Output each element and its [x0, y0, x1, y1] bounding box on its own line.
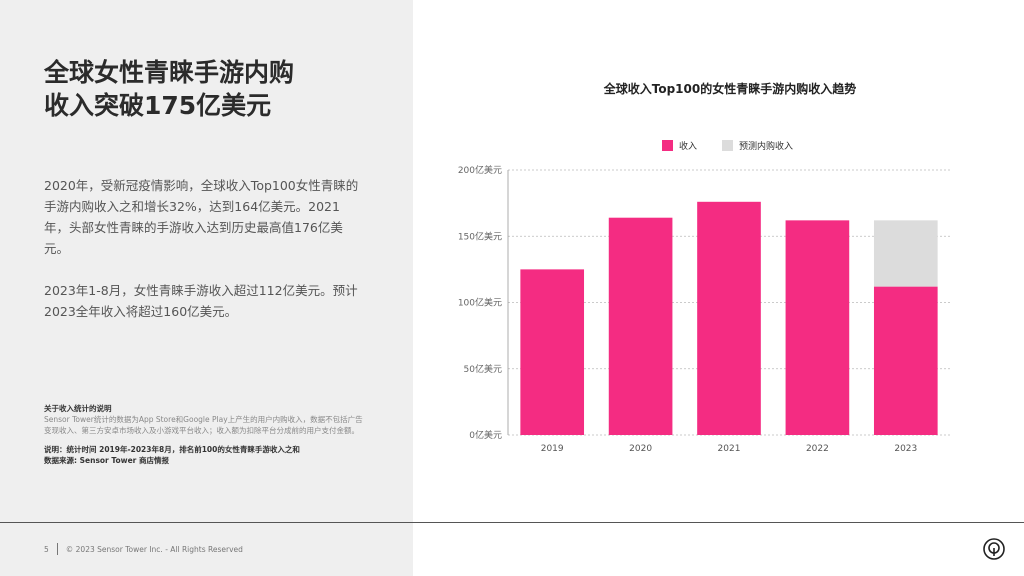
- legend-swatch: [662, 140, 673, 151]
- legend-label: 收入: [679, 140, 697, 152]
- x-tick-label: 2021: [718, 444, 741, 454]
- x-tick-label: 2023: [894, 444, 917, 454]
- body-text: 2020年，受新冠疫情影响，全球收入Top100女性青睐的手游内购收入之和增长3…: [44, 175, 364, 343]
- chart-title: 全球收入Top100的女性青睐手游内购收入趋势: [603, 82, 857, 96]
- footer: 5 © 2023 Sensor Tower Inc. - All Rights …: [44, 543, 243, 555]
- y-tick-label: 150亿美元: [458, 230, 502, 242]
- sensor-tower-logo-icon: [983, 538, 1005, 560]
- bar: [697, 201, 761, 435]
- page-number: 5: [44, 544, 49, 554]
- y-tick-label: 50亿美元: [464, 363, 502, 375]
- notes: 关于收入统计的说明 Sensor Tower统计的数据为App Store和Go…: [44, 403, 364, 466]
- left-panel: [0, 0, 413, 576]
- y-tick-label: 100亿美元: [458, 297, 502, 309]
- y-tick-label: 0亿美元: [469, 429, 502, 441]
- bar: [873, 286, 938, 435]
- bar: [785, 220, 850, 435]
- x-tick-label: 2020: [629, 444, 652, 454]
- headline: 全球女性青睐手游内购 收入突破175亿美元: [44, 56, 374, 122]
- footer-divider: [0, 522, 1024, 523]
- body-paragraph-2: 2023年1-8月，女性青睐手游收入超过112亿美元。预计2023全年收入将超过…: [44, 283, 358, 319]
- x-tick-label: 2022: [806, 444, 829, 454]
- body-paragraph-1: 2020年，受新冠疫情影响，全球收入Top100女性青睐的手游内购收入之和增长3…: [44, 178, 359, 256]
- bar: [873, 220, 938, 287]
- notes-body: Sensor Tower统计的数据为App Store和Google Play上…: [44, 415, 363, 435]
- copyright: © 2023 Sensor Tower Inc. - All Rights Re…: [65, 544, 243, 554]
- bar: [520, 269, 585, 435]
- notes-method: 说明：统计时间 2019年-2023年8月，排名前100的女性青睐手游收入之和: [44, 445, 300, 454]
- legend-swatch: [722, 140, 733, 151]
- bar: [608, 217, 673, 435]
- x-tick-label: 2019: [541, 444, 564, 454]
- y-tick-label: 200亿美元: [458, 164, 502, 176]
- headline-line-1: 全球女性青睐手游内购: [44, 58, 295, 87]
- notes-title: 关于收入统计的说明: [44, 404, 112, 413]
- bar-chart: 0亿美元 50亿美元 100亿美元 150亿美元 200亿美元 2019 2020 2021 2…: [458, 140, 950, 454]
- notes-source: 数据来源: Sensor Tower 商店情报: [44, 456, 169, 465]
- legend-label: 预测内购收入: [739, 140, 793, 152]
- footer-separator: [56, 543, 58, 555]
- headline-line-2: 收入突破175亿美元: [44, 91, 272, 120]
